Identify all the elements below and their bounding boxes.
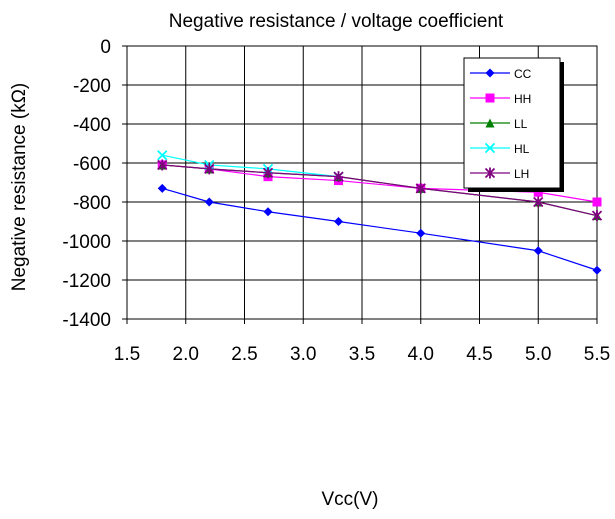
x-axis: 1.5 2.0 2.5 3.0 3.5 4.0 4.5 5.0 5.5 bbox=[114, 319, 610, 365]
y-tick-label: -1400 bbox=[62, 310, 111, 331]
marker-diamond bbox=[263, 207, 273, 217]
marker-diamond bbox=[157, 183, 167, 193]
y-axis: 0 -200 -400 -600 -800 -1000 -1200 -1400 bbox=[62, 37, 127, 331]
x-tick-label: 5.5 bbox=[584, 344, 610, 365]
marker-star bbox=[157, 159, 168, 171]
series-lh bbox=[157, 159, 603, 222]
data-point bbox=[333, 171, 344, 183]
marker-diamond bbox=[533, 246, 543, 256]
data-point bbox=[204, 197, 214, 207]
series-line bbox=[162, 187, 598, 271]
marker-square bbox=[592, 197, 602, 207]
data-point bbox=[533, 187, 543, 197]
legend-label: LH bbox=[514, 167, 529, 181]
marker-star bbox=[415, 182, 426, 194]
data-point bbox=[262, 167, 274, 179]
legend-item-ll: LL bbox=[470, 117, 528, 131]
data-point bbox=[157, 150, 168, 161]
x-tick-label: 4.5 bbox=[466, 344, 492, 365]
data-point bbox=[416, 228, 426, 238]
y-tick-label: -1200 bbox=[62, 271, 111, 292]
legend-item-hl: HL bbox=[470, 142, 530, 156]
marker-star bbox=[204, 163, 215, 175]
x-tick-label: 3.0 bbox=[290, 344, 316, 365]
data-point bbox=[334, 217, 343, 226]
series-line bbox=[162, 154, 339, 178]
data-point bbox=[157, 183, 167, 193]
y-tick-label: -400 bbox=[73, 115, 111, 136]
legend-label: HL bbox=[514, 142, 530, 156]
legend-label: HH bbox=[514, 92, 531, 106]
y-tick-label: -1000 bbox=[62, 232, 111, 253]
marker-star bbox=[262, 167, 274, 179]
data-point bbox=[592, 265, 602, 275]
legend-item-lh: LH bbox=[470, 167, 529, 181]
marker-diamond bbox=[416, 228, 426, 238]
data-point bbox=[415, 182, 426, 194]
marker-square bbox=[485, 93, 495, 103]
data-point bbox=[204, 163, 215, 175]
x-tick-label: 5.0 bbox=[525, 344, 551, 365]
data-point bbox=[533, 196, 544, 208]
legend-label: CC bbox=[514, 67, 532, 81]
y-tick-label: 0 bbox=[100, 37, 111, 58]
marker-diamond bbox=[592, 265, 602, 275]
series-cc bbox=[157, 183, 602, 275]
y-tick-label: -800 bbox=[73, 193, 111, 214]
y-axis-label: Negative resistance (kΩ) bbox=[9, 83, 30, 292]
marker-star bbox=[484, 167, 496, 179]
x-tick-label: 2.5 bbox=[231, 344, 257, 365]
marker-diamond bbox=[334, 217, 343, 226]
x-tick-label: 3.5 bbox=[349, 344, 375, 365]
data-point bbox=[533, 246, 543, 256]
marker-triangle bbox=[485, 118, 495, 128]
legend-item-hh: HH bbox=[470, 92, 531, 106]
data-point bbox=[591, 210, 603, 222]
marker-star bbox=[533, 196, 544, 208]
x-tick-label: 4.0 bbox=[408, 344, 434, 365]
marker-star bbox=[591, 210, 603, 222]
x-tick-label: 1.5 bbox=[114, 344, 140, 365]
marker-x bbox=[157, 150, 168, 161]
y-tick-label: -600 bbox=[73, 154, 111, 175]
marker-x bbox=[484, 142, 496, 154]
legend-item-cc: CC bbox=[470, 67, 532, 81]
marker-diamond bbox=[204, 197, 214, 207]
legend-label: LL bbox=[514, 117, 528, 131]
x-axis-label: Vcc(V) bbox=[322, 489, 379, 510]
x-tick-label: 2.0 bbox=[173, 344, 199, 365]
marker-square bbox=[533, 187, 543, 197]
chart-title: Negative resistance / voltage coefficien… bbox=[169, 11, 504, 32]
data-point bbox=[592, 197, 602, 207]
data-point bbox=[263, 207, 273, 217]
marker-diamond bbox=[485, 68, 495, 78]
data-point bbox=[157, 159, 168, 171]
y-tick-label: -200 bbox=[73, 76, 111, 97]
legend: CC HH LL HL LH bbox=[463, 57, 564, 192]
marker-star bbox=[333, 171, 344, 183]
series bbox=[157, 150, 603, 275]
